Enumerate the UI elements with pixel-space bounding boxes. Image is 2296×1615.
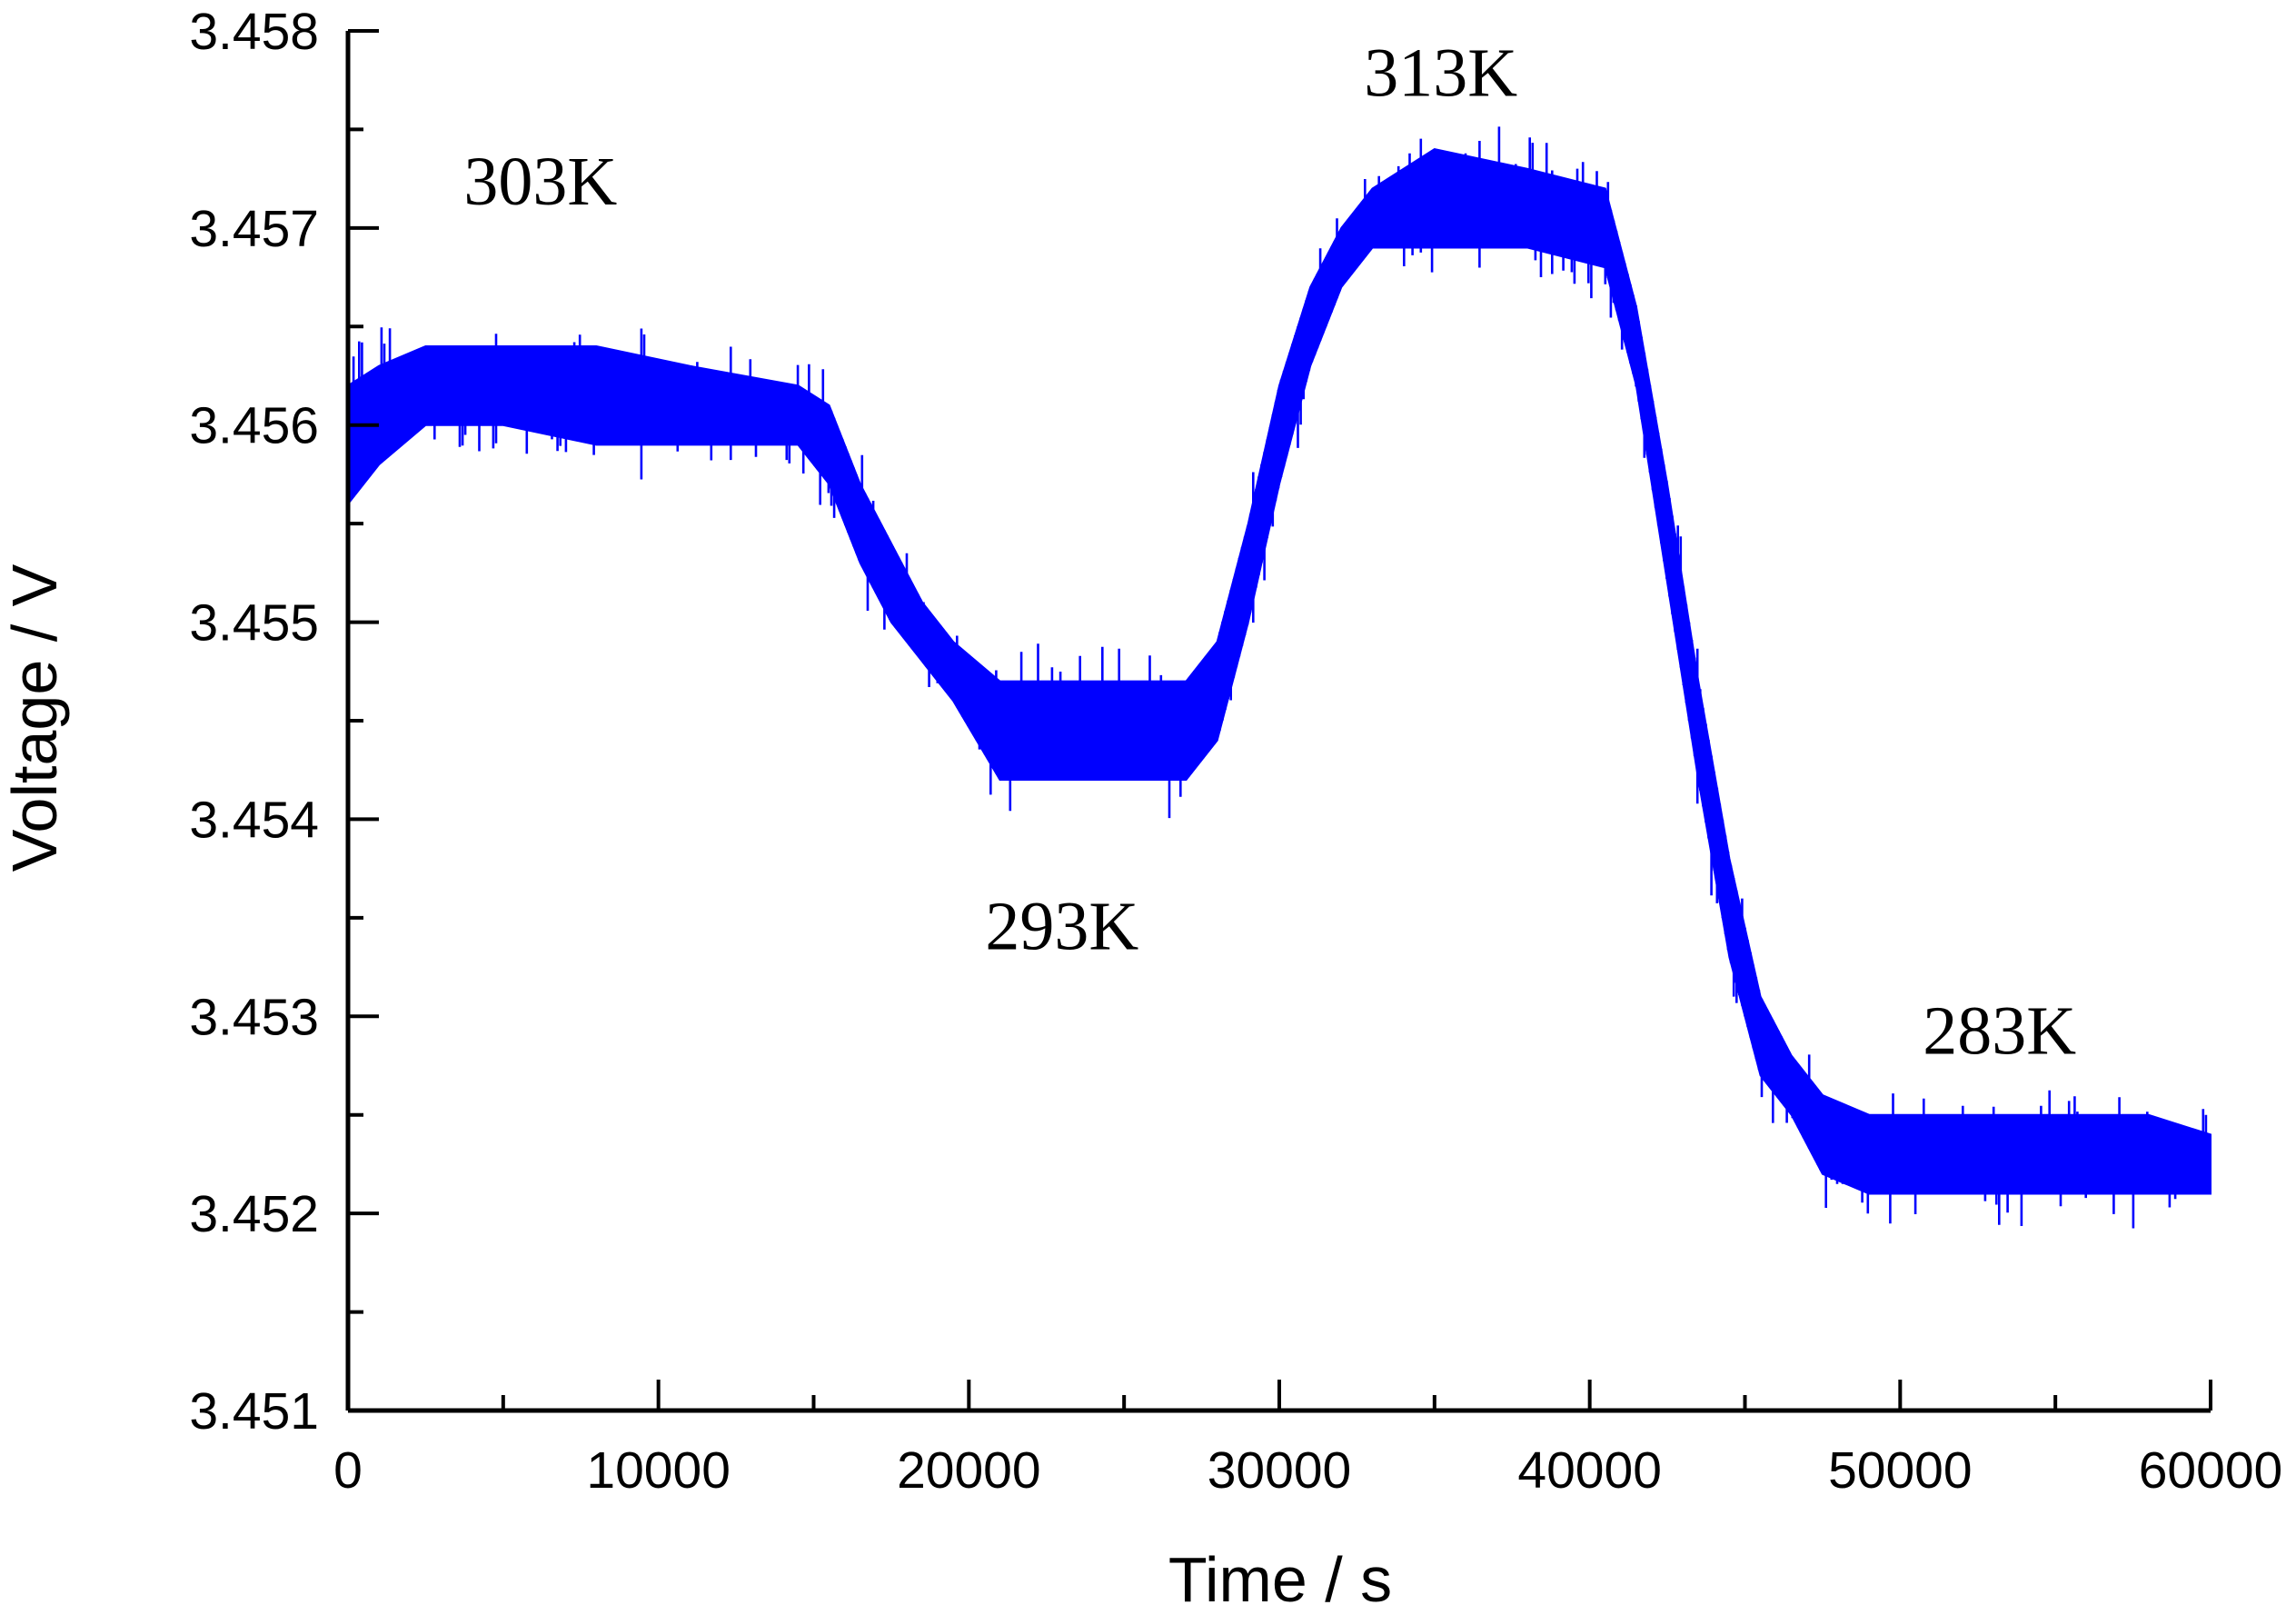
x-tick-label: 0 bbox=[333, 1441, 363, 1500]
y-tick-label: 3.456 bbox=[189, 397, 319, 455]
axes-layer bbox=[345, 29, 2212, 1413]
y-tick-label: 3.453 bbox=[189, 988, 319, 1046]
temperature-annotation: 293K bbox=[985, 889, 1138, 965]
y-tick-label: 3.458 bbox=[189, 3, 319, 61]
x-axis-title: Time / s bbox=[1168, 1544, 1392, 1610]
temperature-annotation: 313K bbox=[1364, 35, 1517, 112]
temperature-annotation: 283K bbox=[1923, 992, 2076, 1069]
x-tick-label: 50000 bbox=[1828, 1441, 1973, 1500]
y-tick-label: 3.454 bbox=[189, 791, 319, 849]
y-tick-label: 3.452 bbox=[189, 1185, 319, 1243]
y-tick-label: 3.457 bbox=[189, 200, 319, 258]
y-axis-title: Voltage / V bbox=[0, 563, 70, 872]
x-tick-label: 20000 bbox=[897, 1441, 1041, 1500]
series-layer bbox=[346, 126, 2212, 1229]
x-tick-label: 60000 bbox=[2139, 1441, 2283, 1500]
y-tick-label: 3.455 bbox=[189, 594, 319, 653]
x-tick-label: 10000 bbox=[586, 1441, 731, 1500]
labels-layer: 0 10000 20000 30000 40000 50000 60000 3.451 3.45… bbox=[189, 3, 2282, 1500]
temperature-annotation: 303K bbox=[463, 144, 617, 220]
x-tick-label: 40000 bbox=[1517, 1441, 1662, 1500]
y-tick-label: 3.451 bbox=[189, 1382, 319, 1441]
x-tick-label: 30000 bbox=[1208, 1441, 1352, 1500]
